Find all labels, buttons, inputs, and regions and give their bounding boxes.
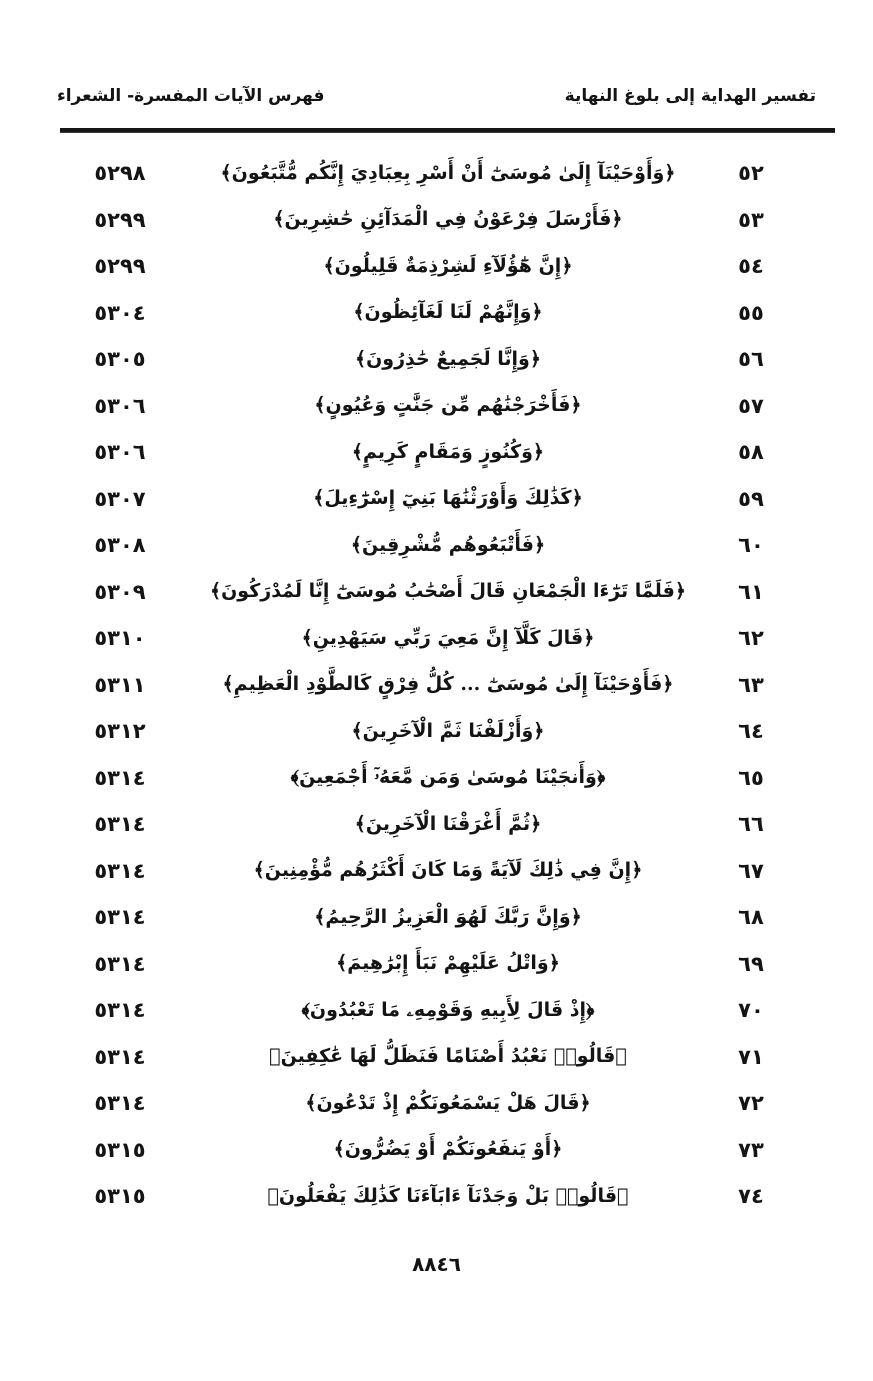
page-number-cell: ٥٣١٠: [94, 626, 146, 651]
verse-text: ﴿فَلَمَّا تَرَٰٓءَا الْجَمْعَانِ قَالَ أ…: [209, 580, 686, 603]
verse-text: ﴿إِنَّ فِي ذَٰلِكَ لَآيَةً وَمَا كَانَ أ…: [253, 859, 643, 882]
verse-text: ﴿فَأَتْبَعُوهُم مُّشْرِقِينَ﴾: [350, 533, 546, 556]
verse-number-cell: ٥٤: [738, 254, 764, 279]
verse-number-cell: ٦٣: [738, 672, 764, 697]
verse-text: ﴿فَأَخْرَجْنَٰهُم مِّن جَنَّٰتٍ وَعُيُون…: [314, 394, 582, 417]
verse-text: ﴿ثُمَّ أَغْرَقْنَا الْآخَرِينَ﴾: [354, 812, 542, 835]
verse-text: ﴿وَاتْلُ عَلَيْهِمْ نَبَأَ إِبْرَٰهِيمَ﴾: [336, 952, 560, 975]
page-number-cell: ٥٣٠٦: [94, 393, 146, 418]
table-row: ٥٦ ﴿وَإِنَّا لَجَمِيعٌ حَٰذِرُونَ﴾ ٥٣٠٥: [30, 336, 816, 383]
verse-number-cell: ٦١: [738, 579, 764, 604]
page-number-cell: ٥٣٠٤: [94, 300, 146, 325]
table-row: ٥٥ ﴿وَإِنَّهُمْ لَنَا لَغَآئِظُونَ﴾ ٥٣٠٤: [30, 290, 816, 337]
verse-text: ﴿وَإِنَّا لَجَمِيعٌ حَٰذِرُونَ﴾: [354, 347, 541, 370]
page-number-cell: ٥٣٠٩: [94, 579, 146, 604]
verse-number-cell: ٥٩: [738, 486, 764, 511]
verse-number-cell: ٥٥: [738, 300, 764, 325]
book-title: تفسير الهداية إلى بلوغ النهاية: [564, 86, 816, 106]
table-row: ٦١ ﴿فَلَمَّا تَرَٰٓءَا الْجَمْعَانِ قَال…: [30, 569, 816, 616]
table-row: ٦٤ ﴿وَأَزْلَفْنَا ثَمَّ الْآخَرِينَ﴾ ٥٣١…: [30, 708, 816, 755]
table-row: ٥٩ ﴿كَذَٰلِكَ وَأَوْرَثْنَٰهَا بَنِيٓ إِ…: [30, 476, 816, 523]
page-number-cell: ٥٣١٤: [94, 998, 146, 1023]
table-row: ٦٢ ﴿قَالَ كَلَّآ إِنَّ مَعِيَ رَبِّي سَي…: [30, 615, 816, 662]
page-number-cell: ٥٣٠٨: [94, 533, 146, 558]
page-number-cell: ٥٣١٤: [94, 1091, 146, 1116]
page-number-cell: ٥٣١١: [94, 672, 146, 697]
page-number-cell: ٥٣١٤: [94, 951, 146, 976]
verse-text: ﴿فَأَوْحَيْنَآ إِلَىٰ مُوسَىٰٓ ... كُلُّ…: [222, 673, 674, 696]
table-row: ٦٣ ﴿فَأَوْحَيْنَآ إِلَىٰ مُوسَىٰٓ ... كُ…: [30, 662, 816, 709]
table-row: ٦٦ ﴿ثُمَّ أَغْرَقْنَا الْآخَرِينَ﴾ ٥٣١٤: [30, 801, 816, 848]
verse-number-cell: ٦٦: [738, 812, 764, 837]
page-header: تفسير الهداية إلى بلوغ النهاية فهرس الآي…: [57, 86, 816, 106]
page-number-cell: ٥٣١٥: [94, 1184, 146, 1209]
table-row: ٥٨ ﴿وَكُنُوزٍ وَمَقَامٍ كَرِيمٍ﴾ ٥٣٠٦: [30, 429, 816, 476]
page-number-cell: ٥٣١٤: [94, 1044, 146, 1069]
verse-number-cell: ٧٣: [738, 1137, 764, 1162]
verse-number-cell: ٥٢: [738, 161, 764, 186]
verse-text: ﴿وَأَوْحَيْنَآ إِلَىٰ مُوسَىٰٓ أَنْ أَسْ…: [220, 161, 676, 184]
table-row: ٦٧ ﴿إِنَّ فِي ذَٰلِكَ لَآيَةً وَمَا كَان…: [30, 848, 816, 895]
verse-number-cell: ٦٥: [738, 765, 764, 790]
verse-text: ﴿أَوْ يَنفَعُونَكُمْ أَوْ يَضُرُّونَ﴾: [333, 1138, 563, 1161]
page-number-cell: ٥٣٠٥: [94, 347, 146, 372]
page-number-cell: ٥٣٠٦: [94, 440, 146, 465]
header-divider-rule: [60, 128, 835, 133]
verse-text: ﴿وَإِنَّهُمْ لَنَا لَغَآئِظُونَ﴾: [353, 301, 543, 324]
table-row: ٥٢ ﴿وَأَوْحَيْنَآ إِلَىٰ مُوسَىٰٓ أَنْ أ…: [30, 150, 816, 197]
page-number-cell: ٥٣١٤: [94, 858, 146, 883]
page-number-cell: ٥٣١٥: [94, 1137, 146, 1162]
table-row: ٧٤ ﴿قَالُوا۟ بَلْ وَجَدْنَآ ءَابَآءَنَا …: [30, 1173, 816, 1220]
page-number-cell: ٥٣١٤: [94, 905, 146, 930]
page-number-cell: ٥٣١٤: [94, 765, 146, 790]
page-number-cell: ٥٢٩٩: [94, 254, 146, 279]
page-number-cell: ٥٢٩٨: [94, 161, 146, 186]
table-row: ٦٥ ﴿وَأَنجَيْنَا مُوسَىٰ وَمَن مَّعَهُۥٓ…: [30, 755, 816, 802]
verse-text: ﴿قَالُوا۟ نَعْبُدُ أَصْنَامًا فَنَظَلُّ …: [269, 1045, 627, 1068]
table-row: ٦٠ ﴿فَأَتْبَعُوهُم مُّشْرِقِينَ﴾ ٥٣٠٨: [30, 522, 816, 569]
verse-number-cell: ٦٧: [738, 858, 764, 883]
verse-text: ﴿وَإِنَّ رَبَّكَ لَهُوَ الْعَزِيزُ الرَّ…: [314, 905, 582, 928]
verse-number-cell: ٧١: [738, 1044, 764, 1069]
verse-text: ﴿فَأَرْسَلَ فِرْعَوْنُ فِي الْمَدَآئِنِ …: [273, 208, 623, 231]
table-row: ٥٣ ﴿فَأَرْسَلَ فِرْعَوْنُ فِي الْمَدَآئِ…: [30, 197, 816, 244]
verse-text: ﴿كَذَٰلِكَ وَأَوْرَثْنَٰهَا بَنِيٓ إِسْر…: [313, 487, 583, 510]
page-number-cell: ٥٣٠٧: [94, 486, 146, 511]
verse-number-cell: ٥٧: [738, 393, 764, 418]
verse-number-cell: ٥٦: [738, 347, 764, 372]
table-row: ٥٧ ﴿فَأَخْرَجْنَٰهُم مِّن جَنَّٰتٍ وَعُي…: [30, 383, 816, 430]
verse-number-cell: ٦٢: [738, 626, 764, 651]
verse-text: ﴿قَالَ هَلْ يَسْمَعُونَكُمْ إِذْ تَدْعُو…: [305, 1091, 591, 1114]
verse-text: ﴿إِنَّ هَٰٓؤُلَآءِ لَشِرْذِمَةٌ قَلِيلُو…: [323, 254, 573, 277]
verse-number-cell: ٧٠: [738, 998, 764, 1023]
verse-text: ﴿قَالُوا۟ بَلْ وَجَدْنَآ ءَابَآءَنَا كَذ…: [267, 1184, 629, 1207]
verse-text: ﴿وَأَنجَيْنَا مُوسَىٰ وَمَن مَّعَهُۥٓ أَ…: [290, 766, 606, 789]
verse-index-table: ٥٢ ﴿وَأَوْحَيْنَآ إِلَىٰ مُوسَىٰٓ أَنْ أ…: [57, 150, 816, 1220]
table-row: ٧١ ﴿قَالُوا۟ نَعْبُدُ أَصْنَامًا فَنَظَل…: [30, 1034, 816, 1081]
verse-text: ﴿قَالَ كَلَّآ إِنَّ مَعِيَ رَبِّي سَيَهْ…: [301, 626, 595, 649]
page-number-cell: ٥٣١٢: [94, 719, 146, 744]
verse-number-cell: ٦٠: [738, 533, 764, 558]
page-number-cell: ٥٢٩٩: [94, 207, 146, 232]
verse-number-cell: ٧٢: [738, 1091, 764, 1116]
table-row: ٦٩ ﴿وَاتْلُ عَلَيْهِمْ نَبَأَ إِبْرَٰهِي…: [30, 941, 816, 988]
page-number-cell: ٥٣١٤: [94, 812, 146, 837]
verse-number-cell: ٦٨: [738, 905, 764, 930]
verse-text: ﴿وَكُنُوزٍ وَمَقَامٍ كَرِيمٍ﴾: [351, 440, 545, 463]
verse-number-cell: ٥٣: [738, 207, 764, 232]
table-row: ٧٢ ﴿قَالَ هَلْ يَسْمَعُونَكُمْ إِذْ تَدْ…: [30, 1080, 816, 1127]
table-row: ٦٨ ﴿وَإِنَّ رَبَّكَ لَهُوَ الْعَزِيزُ ال…: [30, 894, 816, 941]
index-section-title: فهرس الآيات المفسرة- الشعراء: [57, 86, 325, 106]
table-row: ٧٣ ﴿أَوْ يَنفَعُونَكُمْ أَوْ يَضُرُّونَ﴾…: [30, 1127, 816, 1174]
verse-number-cell: ٦٤: [738, 719, 764, 744]
verse-text: ﴿إِذْ قَالَ لِأَبِيهِ وَقَوْمِهِۦ مَا تَ…: [301, 998, 595, 1021]
footer-page-number: ٨٨٤٦: [412, 1252, 461, 1276]
table-row: ٧٠ ﴿إِذْ قَالَ لِأَبِيهِ وَقَوْمِهِۦ مَا…: [30, 987, 816, 1034]
verse-number-cell: ٧٤: [738, 1184, 764, 1209]
verse-number-cell: ٦٩: [738, 951, 764, 976]
verse-text: ﴿وَأَزْلَفْنَا ثَمَّ الْآخَرِينَ﴾: [351, 719, 545, 742]
table-row: ٥٤ ﴿إِنَّ هَٰٓؤُلَآءِ لَشِرْذِمَةٌ قَلِي…: [30, 243, 816, 290]
verse-number-cell: ٥٨: [738, 440, 764, 465]
